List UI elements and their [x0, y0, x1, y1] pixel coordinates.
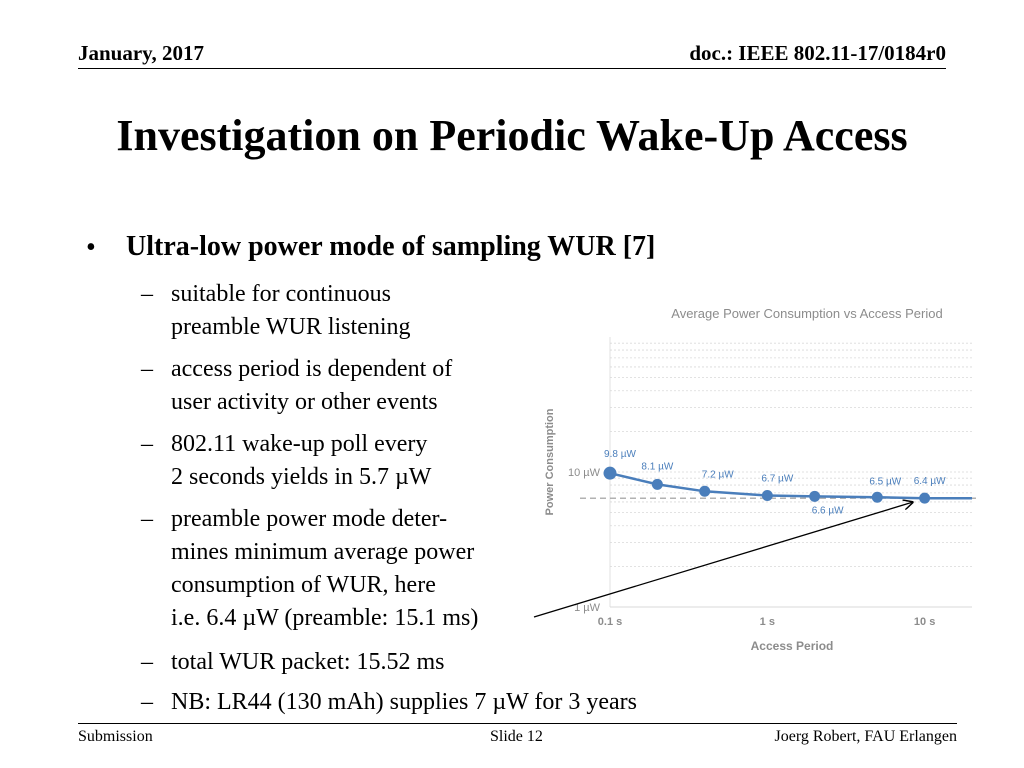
gridlines: [609, 337, 972, 608]
data-point: [809, 490, 821, 502]
sub-bullet-line: preamble power mode deter-: [171, 506, 448, 532]
y-tick-label: 10 µW: [568, 467, 601, 479]
data-point: [699, 485, 711, 497]
data-label: 8.1 µW: [641, 461, 673, 472]
footer-submission: Submission: [78, 728, 153, 745]
sub-bullet: – access period is dependent of user act…: [141, 353, 453, 419]
footer-divider: [78, 723, 957, 724]
dash-marker: –: [141, 431, 153, 457]
data-points: [603, 466, 931, 504]
sub-bullet-line: suitable for continuous: [171, 281, 391, 307]
sub-bullet-line: mines minimum average power: [171, 539, 475, 565]
x-tick-label: 0.1 s: [598, 616, 622, 628]
slide-title: Investigation on Periodic Wake-Up Access: [116, 111, 908, 160]
data-point: [603, 466, 617, 480]
y-tick-label: 1 µW: [574, 602, 601, 614]
sub-bullet-line: NB: LR44 (130 mAh) supplies 7 µW for 3 y…: [171, 689, 637, 715]
annotation-arrow: [533, 502, 913, 618]
chart-title: Average Power Consumption vs Access Peri…: [671, 306, 942, 321]
data-label: 6.4 µW: [914, 476, 946, 487]
power-consumption-chart: Average Power Consumption vs Access Peri…: [533, 306, 980, 653]
sub-bullet-line: user activity or other events: [171, 389, 438, 415]
dash-marker: –: [141, 689, 153, 715]
header-divider: [78, 68, 946, 69]
data-label: 6.6 µW: [812, 505, 844, 516]
data-labels: 9.8 µW 8.1 µW 7.2 µW 6.7 µW 6.6 µW 6.5 µW 6.4 …: [604, 449, 946, 516]
data-label: 6.5 µW: [869, 476, 901, 487]
x-axis-label: Access Period: [751, 639, 834, 653]
sub-bullet-line: access period is dependent of: [171, 356, 453, 382]
dash-marker: –: [141, 281, 153, 307]
footer-author: Joerg Robert, FAU Erlangen: [774, 728, 957, 745]
data-label: 9.8 µW: [604, 449, 636, 460]
data-point: [761, 489, 773, 501]
bullet-symbol: •: [86, 232, 96, 263]
footer-slide-number: Slide 12: [490, 728, 543, 745]
sub-bullet-line: consumption of WUR, here: [171, 572, 436, 598]
sub-bullet: – preamble power mode deter- mines minim…: [141, 503, 479, 635]
header-doc-id: doc.: IEEE 802.11-17/0184r0: [689, 41, 946, 65]
sub-bullet: – suitable for continuous preamble WUR l…: [141, 278, 411, 344]
sub-bullet-line: i.e. 6.4 µW (preamble: 15.1 ms): [171, 605, 479, 631]
header-date: January, 2017: [78, 41, 205, 65]
axis-ticks: 0.1 s 1 s 10 s 10 µW 1 µW: [568, 467, 935, 628]
main-bullet: Ultra-low power mode of sampling WUR [7]: [126, 231, 656, 262]
dash-marker: –: [141, 506, 153, 532]
sub-bullet: – 802.11 wake-up poll every 2 seconds yi…: [141, 428, 432, 494]
data-label: 6.7 µW: [761, 473, 793, 484]
data-point: [919, 492, 931, 504]
x-tick-label: 1 s: [760, 616, 775, 628]
series-line: [609, 471, 972, 500]
sub-bullet-line: 802.11 wake-up poll every: [171, 431, 428, 457]
sub-bullet-line: preamble WUR listening: [171, 314, 411, 340]
data-label: 7.2 µW: [702, 469, 734, 480]
data-point: [871, 491, 883, 503]
dash-marker: –: [141, 356, 153, 382]
dash-marker: –: [141, 649, 153, 675]
sub-bullet: – total WUR packet: 15.52 ms: [141, 646, 445, 679]
y-axis-label: Power Consumption: [544, 408, 556, 515]
data-point: [651, 478, 663, 490]
x-tick-label: 10 s: [914, 616, 935, 628]
sub-bullet-line: total WUR packet: 15.52 ms: [171, 649, 445, 675]
sub-bullet-line: 2 seconds yields in 5.7 µW: [171, 464, 432, 490]
sub-bullet: – NB: LR44 (130 mAh) supplies 7 µW for 3…: [141, 686, 637, 719]
